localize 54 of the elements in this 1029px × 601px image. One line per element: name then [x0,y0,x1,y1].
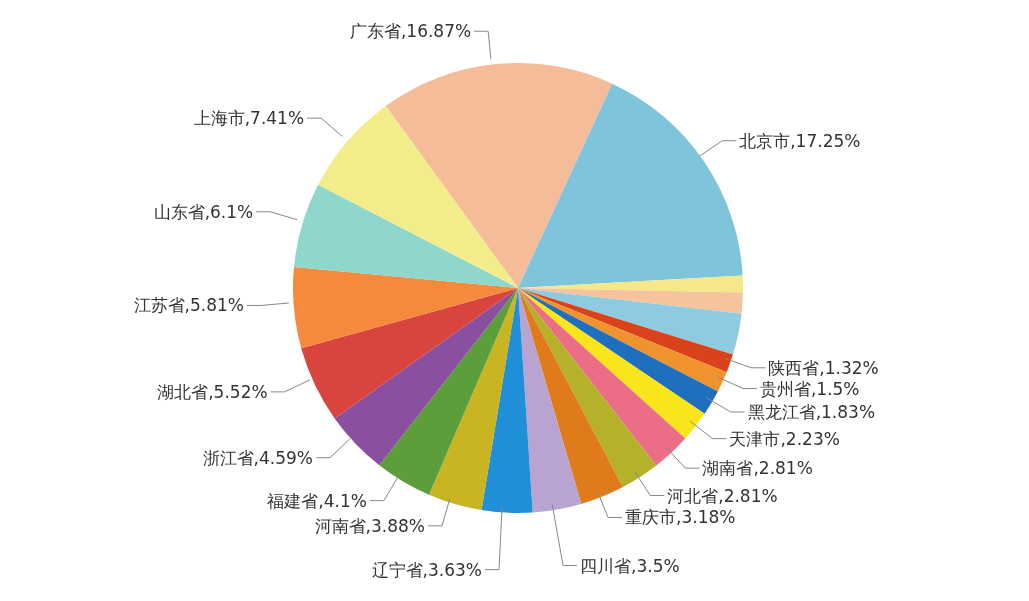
pie-slice [518,288,686,466]
slice-label: 山东省 [153,201,205,222]
slice-label: 四川省 [580,555,632,576]
pie-slice [518,288,705,439]
data-label: ,1.5% [810,378,860,399]
pie-slice [293,266,518,349]
slice-label: 湖南省 [702,458,754,479]
slice-label: 湖北省 [157,381,209,402]
pie-slice [334,288,518,466]
data-label: ,7.41% [244,108,305,129]
pie-slice [518,288,718,414]
slice-label: 浙江省 [202,447,254,468]
data-label: ,5.52% [208,381,268,402]
data-label: ,6.1% [204,201,254,222]
data-label: ,1.32% [819,357,879,378]
data-label: ,4.1% [318,490,367,511]
slice-label: 贵州省 [759,378,811,399]
slice-label: 江苏省 [133,295,185,316]
data-label: ,1.83% [815,401,876,422]
data-label: ,2.81% [753,458,813,479]
data-label: ,3.88% [365,515,425,536]
pie-slice [518,288,733,373]
pie-slice [518,288,623,504]
pie-slice [518,288,727,392]
slice-label: 辽宁省 [371,559,423,580]
pie-slice [301,288,518,419]
slice-label: 北京市 [739,130,791,151]
pie-slice [293,184,518,288]
slice-label: 广东省 [349,21,401,42]
pie-slice [518,288,657,488]
data-label: ,2.81% [718,485,778,506]
data-label: ,5.81% [184,295,244,316]
slice-label: 河南省 [314,515,366,536]
pie-slice [318,105,518,288]
pie-slice [379,288,518,495]
slice-label: 上海市 [193,108,245,129]
data-label: ,3.63% [422,559,483,580]
slice-label: 重庆市 [625,507,677,528]
data-label: ,3.5% [631,555,680,576]
pie-slice [429,288,518,511]
slice-label: 福建省 [267,490,319,511]
pie-slice [518,288,582,513]
data-label: ,2.23% [780,428,840,449]
slice-label: 河北省 [667,485,719,506]
pie-slice [518,288,742,355]
slice-label: 陕西省 [768,357,820,378]
data-label: ,17.25% [790,130,861,151]
data-label: ,3.18% [676,507,736,528]
data-label: ,16.87% [400,21,472,42]
slice-label: 黑龙江省 [747,401,816,422]
pie-slice [385,63,613,288]
data-label: ,4.59% [253,447,314,468]
pie-slice [481,288,533,513]
slice-label: 天津市 [729,428,781,449]
